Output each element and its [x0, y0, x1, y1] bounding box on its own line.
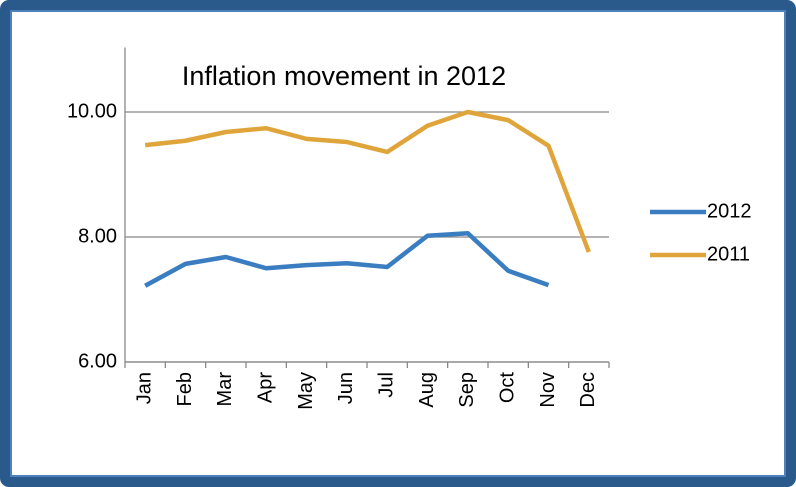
y-tick-label: 10.00: [67, 100, 117, 122]
x-tick-label: Jun: [335, 372, 357, 404]
y-tick-label: 6.00: [78, 350, 117, 372]
legend-label: 2011: [707, 243, 750, 265]
legend-label: 2012: [707, 200, 752, 222]
series-line: [144, 109, 591, 253]
x-tick-label: May: [295, 372, 317, 410]
chart-title: Inflation movement in 2012: [182, 61, 506, 91]
x-tick-label: Mar: [214, 372, 236, 407]
x-tick-label: Jul: [375, 372, 397, 398]
x-tick-label: Oct: [496, 372, 518, 404]
x-tick-label: Apr: [254, 372, 276, 403]
x-tick-label: Aug: [416, 372, 438, 408]
x-tick-label: Sep: [456, 372, 478, 408]
x-tick-label: Nov: [537, 372, 559, 408]
frame-inner: [10, 10, 786, 477]
x-tick-label: Feb: [174, 372, 196, 406]
x-tick-label: Jan: [133, 372, 155, 404]
y-tick-label: 8.00: [78, 225, 117, 247]
x-tick-label: Dec: [577, 372, 599, 408]
series-line: [144, 231, 550, 288]
